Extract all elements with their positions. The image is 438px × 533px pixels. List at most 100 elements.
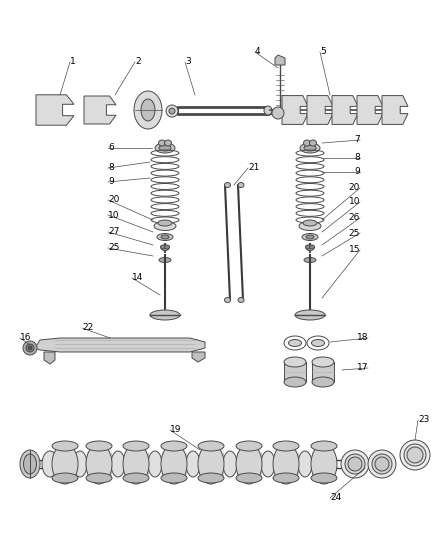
Ellipse shape xyxy=(306,246,314,251)
Ellipse shape xyxy=(24,454,36,474)
Ellipse shape xyxy=(310,245,314,249)
Text: 8: 8 xyxy=(354,154,360,163)
Ellipse shape xyxy=(198,473,224,483)
Ellipse shape xyxy=(303,220,317,226)
Ellipse shape xyxy=(73,451,87,477)
Circle shape xyxy=(26,344,34,352)
Polygon shape xyxy=(192,352,205,362)
Ellipse shape xyxy=(341,450,369,478)
Text: 9: 9 xyxy=(354,167,360,176)
Text: 27: 27 xyxy=(108,228,120,237)
FancyBboxPatch shape xyxy=(312,362,334,382)
Text: 14: 14 xyxy=(132,273,143,282)
Text: 22: 22 xyxy=(82,324,93,333)
Ellipse shape xyxy=(289,340,301,346)
Ellipse shape xyxy=(161,444,187,484)
Ellipse shape xyxy=(52,473,78,483)
Text: 2: 2 xyxy=(135,58,141,67)
Ellipse shape xyxy=(345,454,365,474)
Ellipse shape xyxy=(42,451,58,477)
Ellipse shape xyxy=(165,140,172,146)
Ellipse shape xyxy=(348,457,362,471)
Text: 15: 15 xyxy=(349,246,360,254)
Ellipse shape xyxy=(305,245,311,249)
Polygon shape xyxy=(84,96,116,124)
Circle shape xyxy=(166,105,178,117)
Text: 10: 10 xyxy=(349,198,360,206)
Circle shape xyxy=(23,341,37,355)
Polygon shape xyxy=(44,352,55,364)
Ellipse shape xyxy=(372,454,392,474)
Ellipse shape xyxy=(272,107,284,119)
Text: 9: 9 xyxy=(108,177,114,187)
Text: 17: 17 xyxy=(357,364,368,373)
Text: 19: 19 xyxy=(170,425,181,434)
Ellipse shape xyxy=(20,450,40,478)
Ellipse shape xyxy=(148,451,162,477)
Ellipse shape xyxy=(159,140,166,146)
Ellipse shape xyxy=(300,143,320,153)
Circle shape xyxy=(404,444,426,466)
Ellipse shape xyxy=(310,140,317,146)
Text: 7: 7 xyxy=(354,135,360,144)
Ellipse shape xyxy=(304,140,311,146)
Ellipse shape xyxy=(111,451,125,477)
Ellipse shape xyxy=(161,441,187,451)
Circle shape xyxy=(407,447,423,463)
Ellipse shape xyxy=(236,441,262,451)
Ellipse shape xyxy=(236,444,262,484)
Ellipse shape xyxy=(304,257,316,262)
Text: 3: 3 xyxy=(185,58,191,67)
Polygon shape xyxy=(307,95,333,124)
Ellipse shape xyxy=(123,444,149,484)
Ellipse shape xyxy=(159,257,171,262)
Ellipse shape xyxy=(86,441,112,451)
Ellipse shape xyxy=(198,441,224,451)
Text: 6: 6 xyxy=(108,143,114,152)
Ellipse shape xyxy=(161,235,169,239)
Ellipse shape xyxy=(295,310,325,320)
Text: 24: 24 xyxy=(330,494,341,503)
Ellipse shape xyxy=(225,297,230,303)
Text: 26: 26 xyxy=(349,214,360,222)
Ellipse shape xyxy=(159,145,171,151)
Polygon shape xyxy=(382,95,408,124)
Ellipse shape xyxy=(161,473,187,483)
Ellipse shape xyxy=(298,451,312,477)
Ellipse shape xyxy=(311,473,337,483)
Text: 23: 23 xyxy=(418,416,429,424)
Text: 20: 20 xyxy=(108,196,120,205)
Text: 16: 16 xyxy=(20,334,32,343)
Ellipse shape xyxy=(198,444,224,484)
Text: 10: 10 xyxy=(108,211,120,220)
Ellipse shape xyxy=(238,297,244,303)
Polygon shape xyxy=(275,55,285,65)
Ellipse shape xyxy=(123,473,149,483)
Ellipse shape xyxy=(52,444,78,484)
Ellipse shape xyxy=(375,457,389,471)
Text: 4: 4 xyxy=(255,47,261,56)
Text: 5: 5 xyxy=(320,47,326,56)
Ellipse shape xyxy=(225,182,230,188)
Ellipse shape xyxy=(158,220,172,226)
Ellipse shape xyxy=(186,451,200,477)
Ellipse shape xyxy=(154,222,176,230)
Ellipse shape xyxy=(134,91,162,129)
Ellipse shape xyxy=(312,357,334,367)
Ellipse shape xyxy=(273,441,299,451)
Text: 18: 18 xyxy=(357,334,368,343)
Ellipse shape xyxy=(299,222,321,230)
Ellipse shape xyxy=(165,245,170,249)
FancyBboxPatch shape xyxy=(284,362,306,382)
Ellipse shape xyxy=(86,444,112,484)
Ellipse shape xyxy=(155,143,175,153)
Ellipse shape xyxy=(52,441,78,451)
Ellipse shape xyxy=(273,473,299,483)
Polygon shape xyxy=(332,95,358,124)
Ellipse shape xyxy=(141,99,155,121)
Text: 25: 25 xyxy=(349,229,360,238)
Circle shape xyxy=(400,440,430,470)
Circle shape xyxy=(169,108,175,114)
Text: 20: 20 xyxy=(349,183,360,192)
Ellipse shape xyxy=(311,441,337,451)
